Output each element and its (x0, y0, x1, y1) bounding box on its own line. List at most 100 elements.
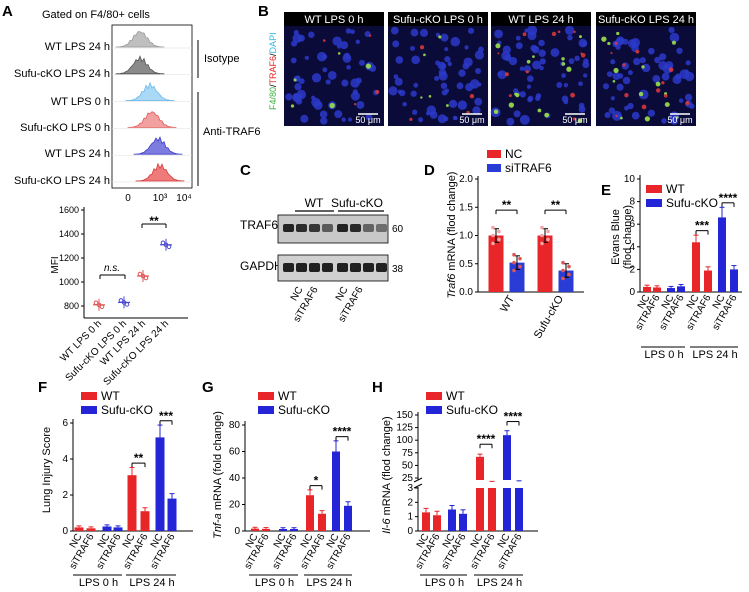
histogram-trace (125, 81, 175, 101)
mfi-point (137, 271, 143, 277)
traf6-band (350, 224, 361, 232)
bar (290, 529, 298, 531)
svg-text:60: 60 (392, 224, 404, 235)
sig-label: **** (333, 425, 352, 439)
group-label: LPS 0 h (425, 577, 464, 589)
x-category: WT (498, 293, 517, 314)
ytick: 40 (229, 473, 241, 484)
panel-a-label: A (2, 3, 13, 20)
ytick: 20 (229, 500, 241, 511)
legend-swatch (258, 406, 274, 414)
ytick: 50 (402, 460, 414, 471)
traf6-band (337, 224, 348, 232)
legend-text: WT (101, 389, 120, 403)
y-axis-label: Traf6 mRNA (flod change) (446, 172, 458, 299)
row-label: WT LPS 24 h (45, 148, 110, 160)
ytick: 100 (396, 435, 413, 446)
anti-traf6-label: Anti-TRAF6 (203, 126, 260, 138)
data-point (497, 237, 501, 242)
histogram-trace (115, 31, 165, 48)
ytick: 1.0 (459, 231, 473, 242)
ytick: 0.5 (459, 259, 473, 270)
if-side-label: F4/80/TRAF6/DAPI (268, 32, 278, 110)
group-label: LPS 24 h (129, 577, 174, 589)
x-category: Sufu-cKO (532, 293, 566, 341)
bar (692, 242, 700, 292)
ytick: 4 (62, 454, 68, 465)
ytick: 8 (629, 197, 635, 208)
row-labels: WT LPS 24 h Sufu-cKO LPS 24 h WT LPS 0 h… (14, 41, 110, 187)
mfi-ytick: 1600 (59, 205, 79, 215)
sig-label: **** (504, 410, 523, 424)
ytick: 2 (62, 490, 68, 501)
if-title: Sufu-cKO LPS 24 h (598, 14, 694, 26)
data-point (546, 229, 550, 234)
ytick: 2.0 (459, 174, 473, 185)
y-axis-label: Tnf-a mRNA (fold change) (212, 411, 224, 539)
legend-swatch (487, 150, 501, 158)
bar (279, 529, 287, 531)
if-title: WT LPS 24 h (508, 14, 573, 26)
legend-swatch (487, 164, 501, 172)
bar (718, 217, 726, 292)
row-label: Sufu-cKO LPS 0 h (20, 122, 110, 134)
data-point (497, 229, 501, 234)
traf6-band (296, 224, 307, 232)
bar (433, 515, 441, 531)
ytick: 80 (229, 420, 241, 431)
group-label: LPS 24 h (477, 577, 522, 589)
if-images: WT LPS 0 h 50 μm Sufu-cKO LPS 0 h 50 μm WT L… (284, 12, 696, 126)
row-label: Sufu-cKO LPS 24 h (14, 175, 110, 187)
traf6-band (309, 224, 320, 232)
ytick: 60 (229, 447, 241, 458)
mfi-point (121, 300, 127, 305)
wb-wt: WT (305, 196, 324, 210)
mfi-ytick: 1200 (59, 253, 79, 263)
data-point (546, 237, 550, 242)
data-point (518, 256, 522, 261)
ytick: 6 (62, 418, 68, 429)
gapdh-band (309, 263, 320, 272)
sig-label: ** (502, 198, 512, 212)
mfi-point (99, 304, 105, 310)
svg-text:10⁴: 10⁴ (176, 193, 191, 204)
data-point (512, 260, 516, 265)
y-axis-label: Evans Blue (610, 209, 622, 265)
legend-text: Sufu-cKO (666, 196, 718, 210)
bar (459, 513, 467, 531)
data-point (567, 272, 571, 277)
mfi-ytick: 1400 (59, 229, 79, 239)
data-point (491, 241, 495, 246)
bar (515, 488, 523, 531)
group-label: LPS 0 h (79, 577, 118, 589)
group-label: LPS 24 h (306, 577, 351, 589)
ytick: 0 (629, 287, 635, 298)
mfi-point (140, 273, 146, 279)
histogram-trace (115, 55, 165, 75)
bar (422, 512, 430, 531)
ytick: 0 (62, 526, 68, 537)
mfi-point (160, 240, 166, 246)
bar (140, 511, 150, 531)
panel-c-label: C (240, 162, 251, 179)
mfi-point (143, 275, 149, 281)
legend-swatch (646, 185, 662, 193)
data-point (567, 264, 571, 269)
sig-label: * (314, 474, 319, 488)
ytick: 150 (396, 410, 413, 421)
data-point (561, 268, 565, 273)
bar (448, 509, 456, 531)
bar (503, 488, 511, 531)
gapdh-band (350, 263, 361, 272)
flow-histograms (111, 24, 193, 189)
legend-text: Sufu-cKO (278, 403, 330, 417)
data-point (512, 252, 516, 257)
row-label: WT LPS 24 h (45, 41, 110, 53)
bar (643, 286, 651, 292)
wb-gapdh: GAPDH (240, 259, 283, 273)
ytick: 3 (407, 483, 413, 494)
mfi-point (166, 244, 172, 250)
bar (488, 235, 504, 292)
ytick: 1.5 (459, 202, 473, 213)
gapdh-band (337, 263, 348, 272)
